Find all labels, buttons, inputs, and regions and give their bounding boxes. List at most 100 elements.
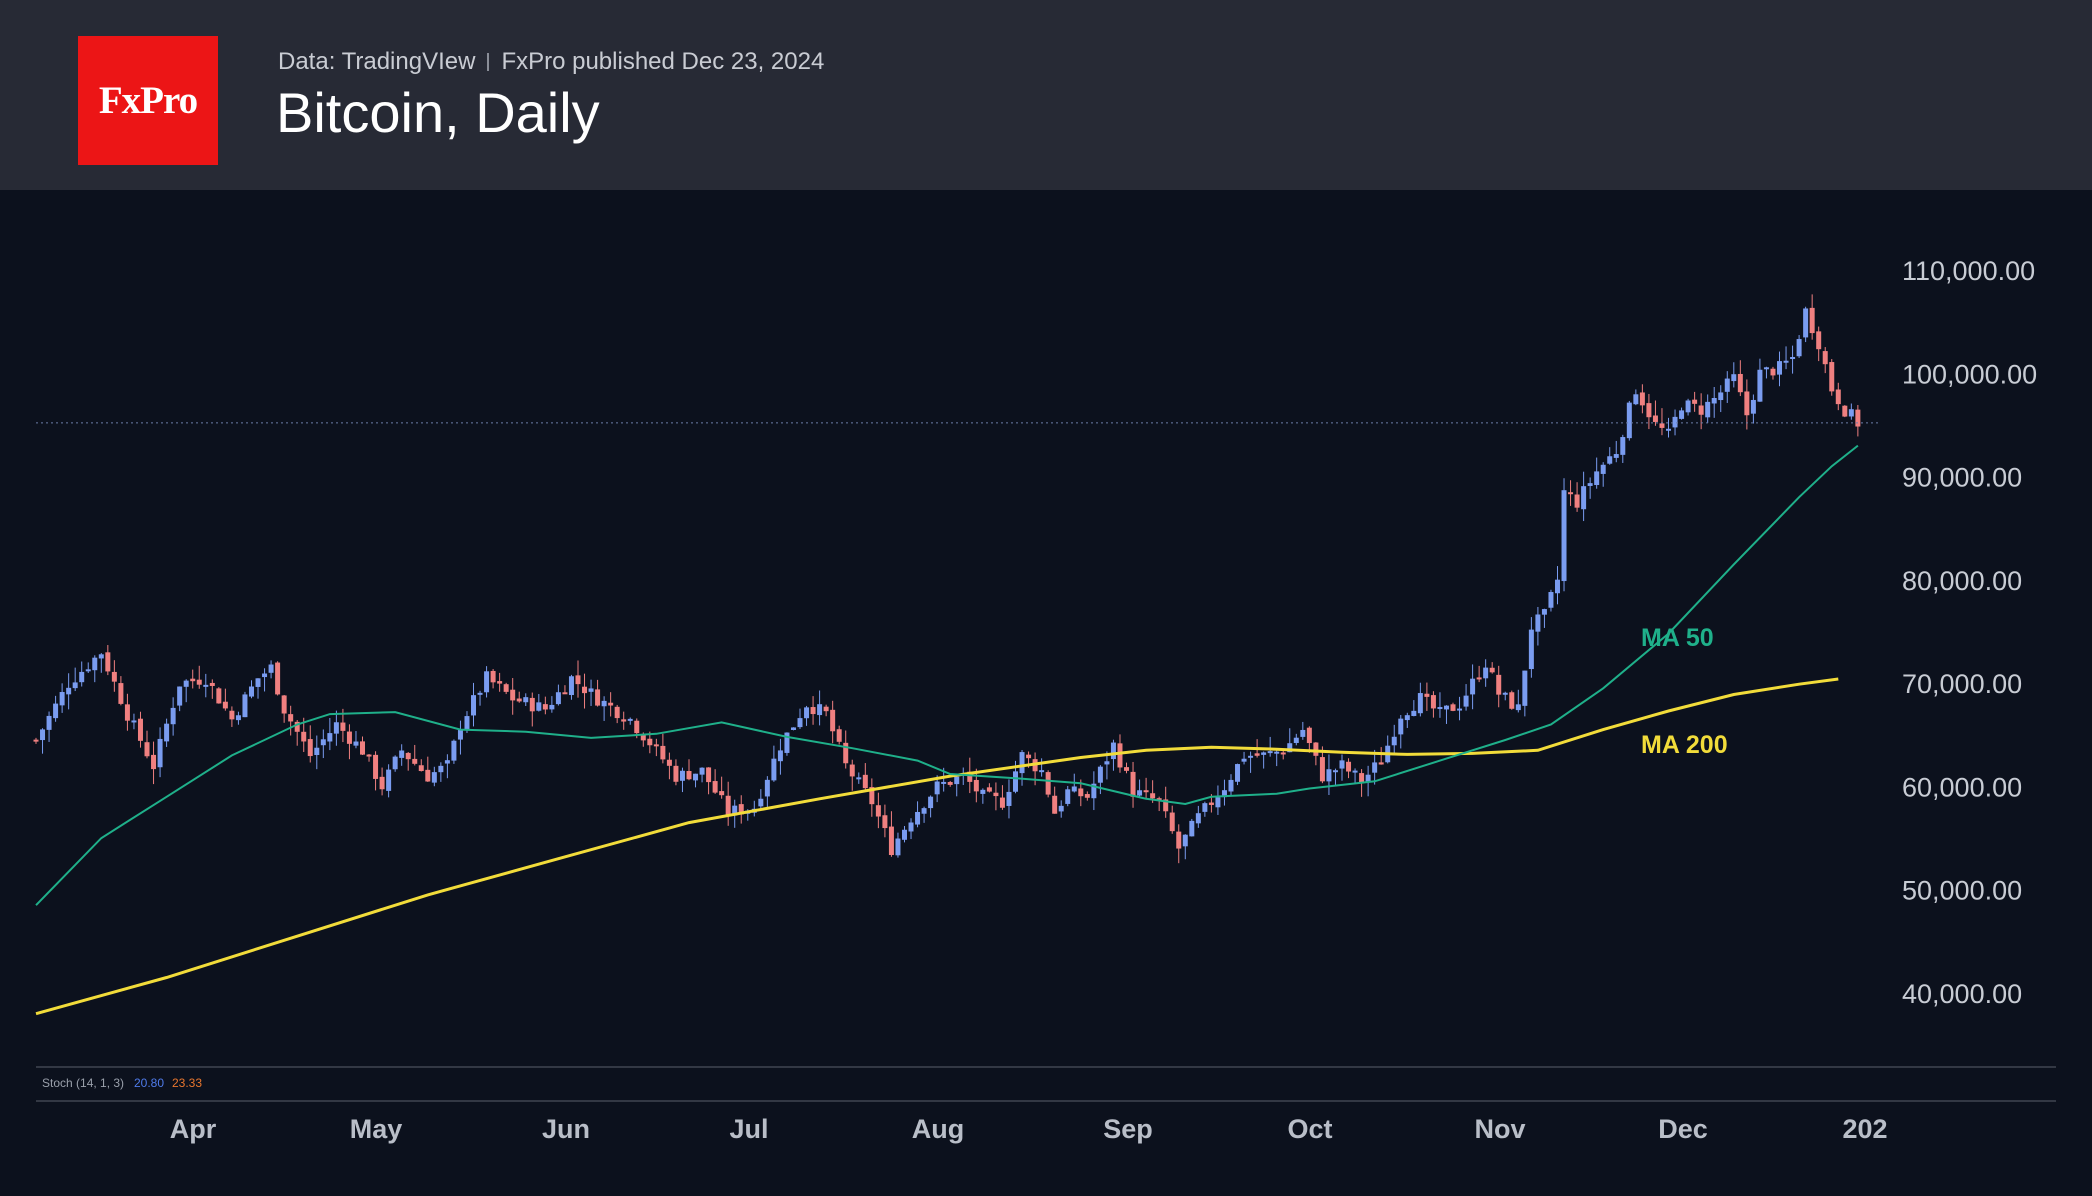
- candle-body: [941, 781, 947, 784]
- candle-body: [1359, 773, 1365, 784]
- candle-body: [1607, 456, 1613, 464]
- candle-body: [1848, 409, 1854, 417]
- candle-body: [1633, 394, 1639, 405]
- candle-body: [1574, 494, 1580, 508]
- candle-body: [1763, 367, 1769, 370]
- candle-body: [875, 805, 881, 817]
- candle-body: [679, 770, 685, 781]
- candle-body: [1659, 423, 1665, 428]
- candle-body: [320, 739, 326, 746]
- candle-body: [1104, 761, 1110, 765]
- candle-body: [529, 697, 535, 712]
- candle-body: [856, 777, 862, 780]
- candle-body: [908, 822, 914, 832]
- candle-body: [1417, 693, 1423, 714]
- candle-body: [1483, 667, 1489, 679]
- candle-body: [248, 686, 254, 697]
- candle-body: [1829, 362, 1835, 392]
- candle-body: [608, 702, 614, 706]
- candle-body: [1437, 707, 1443, 710]
- ma200-line: [35, 677, 1839, 1016]
- candle-body: [484, 671, 490, 693]
- candle-body: [1045, 772, 1051, 795]
- candle-body: [849, 764, 855, 777]
- candle-body: [627, 718, 633, 721]
- candle-body: [222, 701, 228, 709]
- candle-body: [1842, 405, 1848, 417]
- candle-body: [588, 688, 594, 692]
- candle-body: [1339, 760, 1345, 769]
- candle-body: [921, 808, 927, 814]
- header-bar: FxPro Data: TradingVIew FxPro published …: [0, 0, 2092, 190]
- candle-body: [1737, 373, 1743, 393]
- candle-body: [85, 669, 91, 672]
- candle-body: [229, 710, 235, 720]
- candle-body: [59, 692, 65, 706]
- candle-body: [1346, 761, 1352, 772]
- candle-body: [666, 759, 672, 766]
- candle-body: [1470, 678, 1476, 695]
- chart-meta: Data: TradingVIew FxPro published Dec 23…: [278, 48, 824, 76]
- candle-body: [405, 752, 411, 760]
- candle-body: [699, 767, 705, 775]
- candle-body: [1287, 743, 1293, 753]
- candle-body: [1084, 794, 1090, 798]
- candle-body: [137, 718, 143, 741]
- candle-body: [92, 657, 98, 671]
- candle-body: [1143, 790, 1149, 793]
- candle-body: [1450, 704, 1456, 711]
- candle-body: [614, 706, 620, 719]
- candle-body: [1228, 779, 1234, 792]
- candle-body: [706, 767, 712, 783]
- candle-body: [973, 779, 979, 792]
- candle-body: [536, 702, 542, 711]
- candle-body: [288, 714, 294, 722]
- candle-body: [1241, 758, 1247, 762]
- candle-body: [1489, 667, 1495, 673]
- candle-body: [1137, 790, 1143, 796]
- candle-body: [1365, 774, 1371, 782]
- candle-body: [1522, 670, 1528, 706]
- candle-body: [1816, 331, 1822, 350]
- candle-body: [712, 781, 718, 793]
- publisher-label: FxPro published Dec 23, 2024: [501, 48, 825, 75]
- candle-body: [40, 729, 46, 741]
- meta-separator: [487, 53, 490, 71]
- ma200-label: MA 200: [1641, 731, 1728, 759]
- candle-body: [1110, 742, 1116, 760]
- candle-body: [1718, 392, 1724, 401]
- candle-body: [804, 707, 810, 719]
- month-tick-label: 202: [1842, 1114, 1887, 1144]
- candle-body: [686, 770, 692, 780]
- candle-body: [1496, 674, 1502, 695]
- candle-body: [105, 652, 111, 672]
- candle-body: [281, 695, 287, 714]
- candle-body: [549, 704, 555, 710]
- candle-body: [314, 747, 320, 755]
- month-tick-label: May: [350, 1114, 403, 1144]
- candle-body: [1313, 742, 1319, 756]
- candle-body: [817, 704, 823, 716]
- candle-body: [673, 765, 679, 782]
- candle-body: [477, 692, 483, 695]
- candle-body: [1202, 803, 1208, 812]
- candle-body: [151, 754, 157, 770]
- candle-body: [764, 779, 770, 797]
- candle-body: [1541, 609, 1547, 615]
- price-tick-label: 70,000.00: [1902, 669, 2022, 699]
- candle-body: [928, 796, 934, 809]
- candle-body: [1750, 399, 1756, 414]
- candle-body: [1078, 788, 1084, 797]
- candle-body: [986, 787, 992, 792]
- candle-body: [1300, 729, 1306, 737]
- candle-body: [1326, 769, 1332, 782]
- candle-body: [379, 776, 385, 790]
- candle-body: [1463, 695, 1469, 707]
- candle-body: [131, 720, 137, 723]
- candle-body: [510, 689, 516, 701]
- candle-body: [542, 704, 548, 710]
- candle-body: [392, 756, 398, 770]
- candle-body: [1039, 770, 1045, 773]
- candle-body: [1600, 464, 1606, 474]
